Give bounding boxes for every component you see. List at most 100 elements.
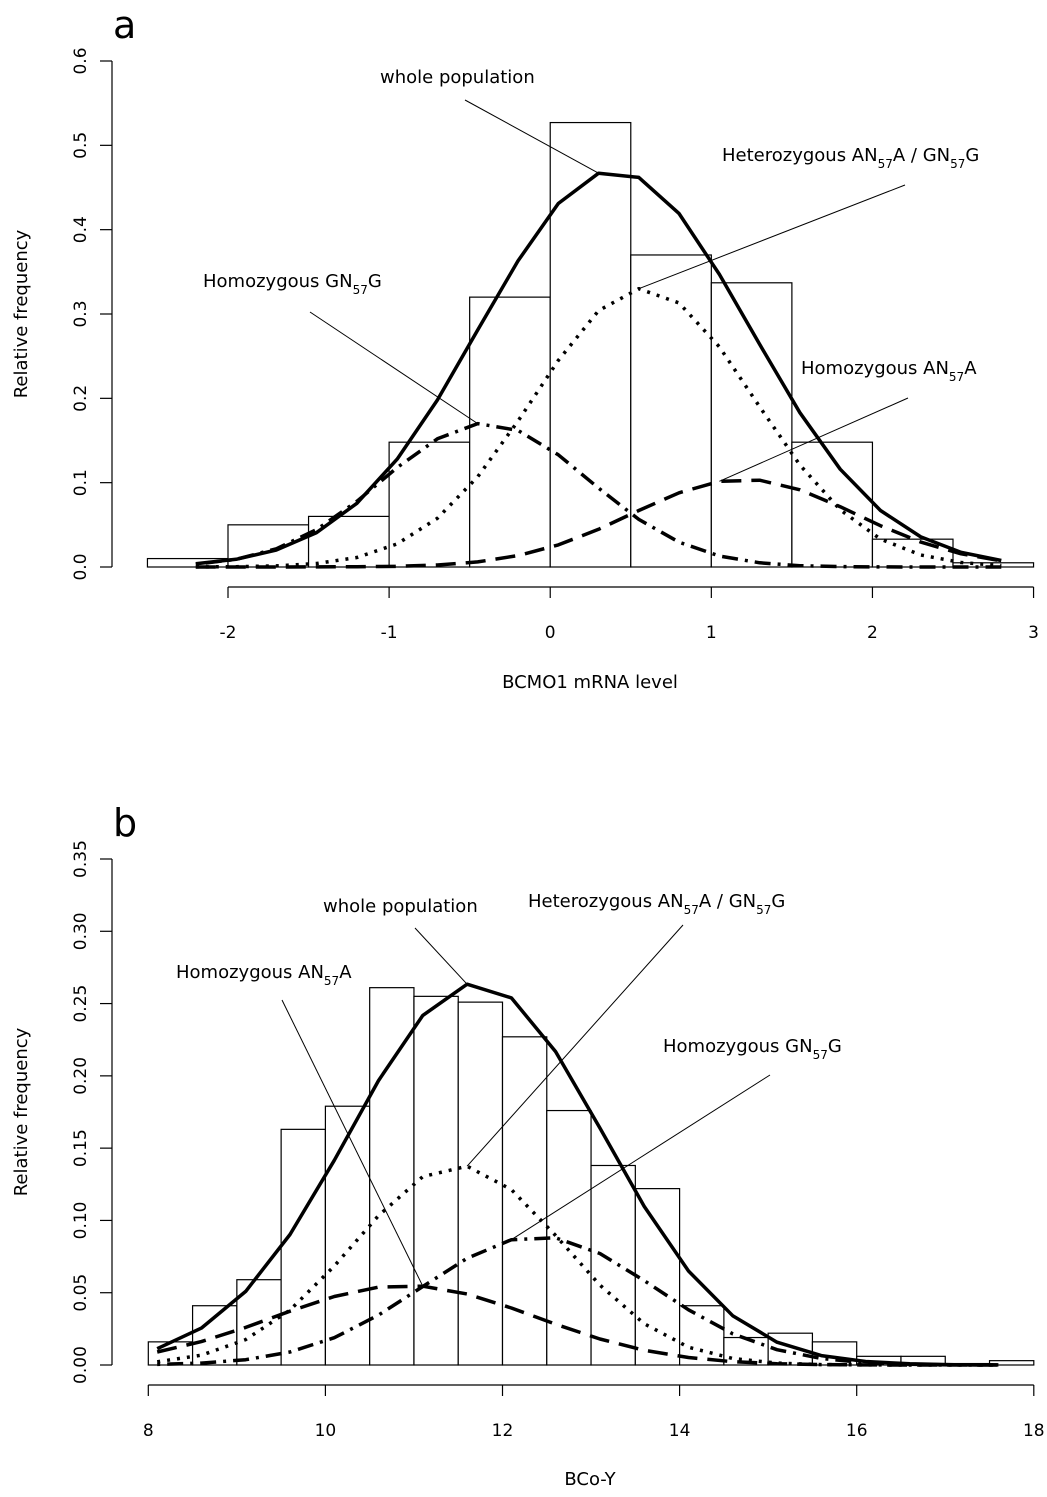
- x-tick-label: 1: [706, 623, 717, 643]
- histogram-bar: [679, 1305, 725, 1366]
- y-tick-label: 0.3: [71, 300, 91, 327]
- y-tick-label: 0.4: [71, 216, 91, 243]
- histogram-bar: [307, 515, 390, 568]
- y-tick-label: 0.30: [71, 912, 91, 950]
- histogram-bar: [710, 282, 793, 568]
- histogram-bar: [630, 254, 712, 568]
- curve-label: whole population: [323, 896, 478, 917]
- density-curve: [156, 1284, 999, 1367]
- leader-line: [309, 311, 478, 425]
- x-axis-label: BCo-Y: [564, 1469, 616, 1490]
- curve-label: Homozygous GN57G: [203, 271, 382, 297]
- label-part: whole population: [380, 67, 535, 88]
- y-axis-label: Relative frequency: [11, 1027, 32, 1196]
- histogram-bar: [549, 121, 632, 568]
- leader-line: [511, 1074, 771, 1241]
- label-part: Heterozygous AN: [722, 145, 878, 166]
- density-curve: [195, 421, 1002, 569]
- x-tick-label: 16: [846, 1421, 868, 1441]
- label-part: 57: [324, 974, 339, 988]
- x-tick-label: 10: [315, 1421, 337, 1441]
- label-part: A: [339, 962, 352, 983]
- curve-label: whole population: [380, 67, 535, 88]
- label-part: A / GN: [699, 891, 756, 912]
- leader-line: [638, 184, 906, 290]
- y-tick-label: 0.15: [71, 1129, 91, 1167]
- y-tick-label: 0.25: [71, 985, 91, 1023]
- panel: a 0.0 0.1 0.2 0.3 0.4 0.5 0.6 -2 -1 0 1 2 3 BCMO1 mRNA…: [11, 3, 1039, 693]
- label-part: A / GN: [893, 145, 950, 166]
- histogram-bar: [469, 296, 551, 568]
- panel: b 0.00 0.05 0.10 0.15 0.20 0.25 0.30 0.35 8 10 12 14…: [11, 801, 1045, 1490]
- label-part: 57: [813, 1048, 828, 1062]
- x-tick-label: 2: [867, 623, 878, 643]
- density-curve: [157, 1236, 999, 1367]
- label-part: Homozygous AN: [176, 962, 324, 983]
- curve-label: Homozygous AN57A: [176, 962, 352, 988]
- y-tick-label: 0.20: [71, 1057, 91, 1095]
- y-tick-label: 0.1: [71, 469, 91, 496]
- label-part: G: [368, 271, 382, 292]
- label-part: Homozygous GN: [203, 271, 353, 292]
- histogram-bar: [280, 1128, 327, 1366]
- x-tick-label: 18: [1023, 1421, 1045, 1441]
- label-part: G: [965, 145, 979, 166]
- y-tick-label: 0.00: [71, 1346, 91, 1384]
- x-axis-label: BCMO1 mRNA level: [502, 672, 678, 693]
- panel-letter: a: [113, 3, 136, 47]
- y-tick-label: 0.2: [71, 385, 91, 412]
- histogram-bar: [191, 1305, 238, 1366]
- y-axis-label: Relative frequency: [11, 229, 32, 398]
- leader-line: [719, 397, 909, 482]
- leader-line: [281, 999, 424, 1287]
- label-part: A: [964, 358, 977, 379]
- x-tick-label: 8: [143, 1421, 154, 1441]
- y-tick-label: 0.10: [71, 1201, 91, 1239]
- y-tick-label: 0.05: [71, 1274, 91, 1312]
- x-tick-label: 14: [669, 1421, 691, 1441]
- leader-line: [466, 924, 684, 1167]
- curve-label: Heterozygous AN57A / GN57G: [722, 145, 979, 171]
- label-part: Homozygous AN: [801, 358, 949, 379]
- label-part: whole population: [323, 896, 478, 917]
- label-part: G: [771, 891, 785, 912]
- x-tick-label: 0: [545, 623, 556, 643]
- curve-label: Homozygous GN57G: [663, 1036, 842, 1062]
- label-part: 57: [756, 903, 771, 917]
- label-part: 57: [353, 283, 368, 297]
- histogram-bar: [457, 1001, 504, 1366]
- label-part: 57: [878, 157, 893, 171]
- x-tick-label: 3: [1028, 623, 1039, 643]
- y-tick-label: 0.0: [71, 553, 91, 580]
- y-tick-label: 0.5: [71, 132, 91, 159]
- label-part: Heterozygous AN: [528, 891, 684, 912]
- histogram-bar: [388, 441, 471, 568]
- histogram-bar: [147, 1341, 194, 1366]
- density-curve: [195, 171, 1002, 566]
- leader-line: [414, 927, 468, 985]
- curve-label: Homozygous AN57A: [801, 358, 977, 384]
- histogram-bar: [227, 524, 310, 568]
- density-curve: [156, 982, 999, 1367]
- y-tick-label: 0.35: [71, 840, 91, 878]
- histogram-bar: [501, 1036, 548, 1366]
- label-part: 57: [949, 370, 964, 384]
- histogram-bar: [413, 995, 459, 1366]
- histogram-bar: [590, 1164, 636, 1366]
- x-tick-label: -2: [220, 623, 237, 643]
- label-part: Homozygous GN: [663, 1036, 813, 1057]
- x-tick-label: -1: [381, 623, 398, 643]
- leader-line: [464, 99, 599, 174]
- histogram-bar: [324, 1105, 371, 1366]
- label-part: 57: [950, 157, 965, 171]
- label-part: 57: [684, 903, 699, 917]
- curve-label: Heterozygous AN57A / GN57G: [528, 891, 785, 917]
- panel-letter: b: [113, 801, 137, 845]
- label-part: G: [828, 1036, 842, 1057]
- density-curve: [195, 478, 1002, 569]
- y-tick-label: 0.6: [71, 47, 91, 74]
- histogram-bar: [988, 1360, 1035, 1366]
- x-tick-label: 12: [492, 1421, 514, 1441]
